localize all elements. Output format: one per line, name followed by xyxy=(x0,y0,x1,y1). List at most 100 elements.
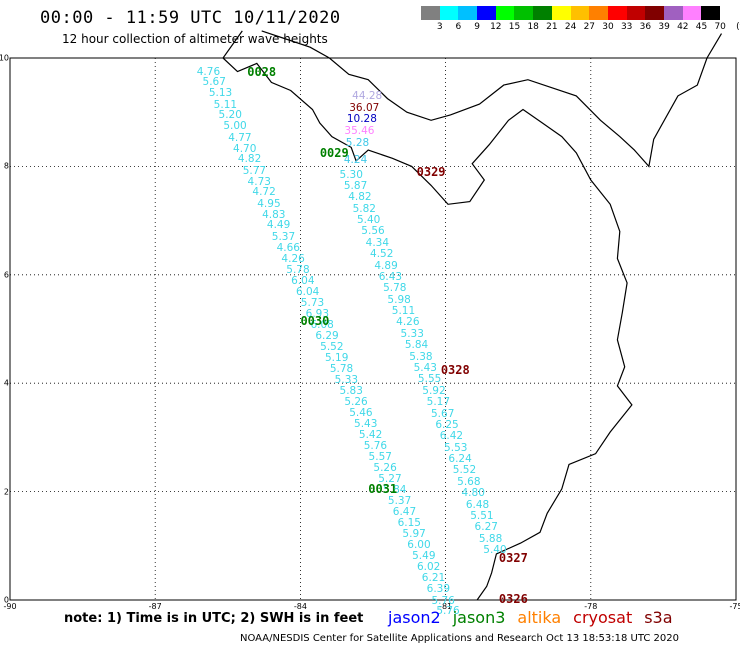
lon-tick-label: -75 xyxy=(729,602,740,611)
swh-observation: 5.52 xyxy=(320,340,344,353)
swh-observation: 5.76 xyxy=(431,594,455,607)
swh-observation: 4.26 xyxy=(396,316,420,329)
swh-observation: 5.87 xyxy=(343,179,368,192)
colorbar-tick-label: 24 xyxy=(564,22,577,32)
colorbar-tick-label: 30 xyxy=(602,22,614,32)
colorbar-tick-label: 33 xyxy=(620,22,633,32)
swh-observation: 5.26 xyxy=(373,462,397,475)
swh-observation: 4.83 xyxy=(262,208,286,221)
swh-observation: 5.40 xyxy=(356,213,381,226)
legend-entry-s3a: s3a xyxy=(644,608,673,627)
colorbar-swatch xyxy=(607,6,627,20)
colorbar-swatch xyxy=(645,6,664,20)
colorbar-swatch xyxy=(514,6,534,20)
legend-entry-cryosat: cryosat xyxy=(573,608,633,627)
swh-observation: 4.70 xyxy=(233,142,257,155)
swh-observation: 5.00 xyxy=(223,120,247,133)
lat-tick-label: 8 xyxy=(3,161,9,171)
plot-frame xyxy=(9,57,737,601)
map-canvas xyxy=(9,30,737,601)
pacific-coastline xyxy=(222,30,633,601)
swh-observation: 5.78 xyxy=(286,263,310,276)
swh-observation: 5.42 xyxy=(358,428,383,441)
swh-observation: 5.76 xyxy=(363,439,388,452)
swh-observation: 5.33 xyxy=(400,327,424,340)
swh-observation: 5.68 xyxy=(457,475,481,488)
lon-tick-label: -84 xyxy=(293,602,307,611)
swh-observation: 4.95 xyxy=(257,197,281,210)
swh-observation: 5.13 xyxy=(208,86,233,99)
colorbar-swatch xyxy=(682,6,702,20)
swh-observation: 5.98 xyxy=(387,293,411,306)
colorbar-tick-label: 39 xyxy=(658,22,670,32)
caribbean-coastline xyxy=(261,30,723,168)
legend-entry-jason2: jason2 xyxy=(388,608,441,627)
swh-observation: 4.34 xyxy=(365,236,390,249)
swh-observation: 5.30 xyxy=(339,168,363,181)
colorbar-tick-label: 15 xyxy=(508,22,521,32)
swh-observation: 4.76 xyxy=(196,65,221,78)
swh-observation: 5.20 xyxy=(218,109,242,122)
swh-observation: 5.97 xyxy=(402,528,426,541)
colorbar-tick-label: 21 xyxy=(546,22,558,32)
pass-number-label: 0028 xyxy=(247,64,277,79)
swh-observation: 10.28 xyxy=(346,112,377,125)
lat-tick-label: 10 xyxy=(0,53,9,63)
colorbar-swatch xyxy=(626,6,646,20)
colorbar-swatch xyxy=(533,6,552,20)
colorbar-tick-label: 45 xyxy=(695,22,708,32)
swh-observation: 6.47 xyxy=(392,505,417,518)
pass-number-label: 0326 xyxy=(498,591,528,606)
swh-observation: 5.43 xyxy=(413,361,437,374)
swh-observation: 6.43 xyxy=(378,270,403,283)
swh-observation: 4.82 xyxy=(348,191,372,204)
swh-observation: 5.38 xyxy=(409,350,433,363)
colorbar-tick-label: 18 xyxy=(527,22,539,32)
swh-observation: 5.33 xyxy=(334,373,359,386)
swh-observation: 5.67 xyxy=(202,76,226,89)
lon-tick-label: -90 xyxy=(3,602,17,611)
swh-observation: 5.53 xyxy=(444,441,468,454)
swh-observation: 4.89 xyxy=(374,259,398,272)
swh-observation: 6.21 xyxy=(421,572,446,585)
map-subtitle: 12 hour collection of altimeter wave hei… xyxy=(62,32,328,46)
swh-observation: 6.29 xyxy=(315,329,339,342)
swh-colorbar xyxy=(421,6,720,20)
colorbar-tick-label: 3 xyxy=(436,22,443,32)
legend-entry-altika: altika xyxy=(517,608,562,627)
swh-observation: 6.25 xyxy=(435,418,459,431)
swh-observation: 6.04 xyxy=(291,274,315,287)
satellite-legend: jason2 jason3 altika cryosat s3a xyxy=(388,608,685,627)
legend-entry-jason3: jason3 xyxy=(452,608,506,627)
swh-observation: 6.42 xyxy=(439,430,464,443)
pass-number-label: 0030 xyxy=(300,313,330,328)
swh-observation: 6.24 xyxy=(448,452,472,465)
swh-observation: 5.52 xyxy=(452,464,477,477)
swh-observation: 5.55 xyxy=(417,373,442,386)
swh-observation: 36.07 xyxy=(349,101,380,114)
swh-observation: 5.26 xyxy=(344,395,368,408)
swh-observation: 5.77 xyxy=(242,164,267,177)
wave-height-map[interactable]: 0 2 4 6 8 10 -90 -87 -84 -81 -78 -75 4.76 5.67 5.13 5.1… xyxy=(0,30,740,616)
swh-observation: 5.82 xyxy=(352,202,376,215)
swh-observation: 5.46 xyxy=(349,406,373,419)
swh-observation: 5.78 xyxy=(329,362,354,375)
colorbar-swatch xyxy=(589,6,608,20)
map-title: 00:00 - 11:59 UTC 10/11/2020 xyxy=(40,8,341,28)
swh-observation: 5.37 xyxy=(387,495,412,508)
swh-observation: 6.02 xyxy=(416,561,441,574)
swh-observation: 5.43 xyxy=(354,417,378,430)
swh-observation: 5.11 xyxy=(213,98,238,111)
swh-observation: 35.46 xyxy=(344,124,375,137)
lon-tick-label: -87 xyxy=(148,602,162,611)
colorbar-tick-label: 12 xyxy=(490,22,502,32)
swh-observation: 6.04 xyxy=(295,285,320,298)
pass-number-label: 0329 xyxy=(416,164,446,179)
swh-observation: 4.66 xyxy=(276,241,300,254)
swh-observation: 4.24 xyxy=(343,153,368,166)
swh-observation: 4.52 xyxy=(370,247,394,260)
swh-observation: 6.15 xyxy=(397,516,421,529)
pass-number-label: 0029 xyxy=(319,145,349,160)
colorbar-swatch xyxy=(439,6,459,20)
colorbar-tick-label: 9 xyxy=(474,22,480,32)
